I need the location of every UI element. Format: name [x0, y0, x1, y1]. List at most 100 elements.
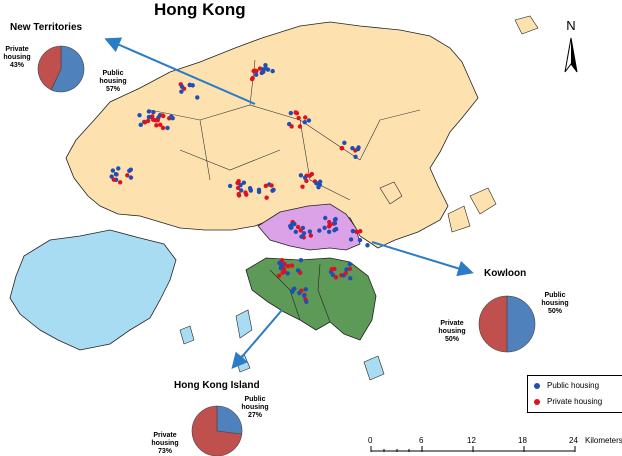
arrow-to-hong-kong-island	[231, 309, 283, 370]
small-island	[363, 355, 385, 381]
hki-private-text: Private housing	[151, 432, 179, 447]
region-label-kowloon: Kowloon	[484, 268, 527, 279]
hong-kong-island-area	[245, 257, 377, 341]
public-housing-dot	[330, 272, 336, 277]
public-housing-dot	[256, 189, 262, 195]
public-housing-dot	[326, 229, 332, 235]
scale-bar	[370, 446, 576, 452]
new-territories-area	[65, 21, 479, 249]
map-legend: Public housing Private housing	[527, 375, 622, 413]
private-housing-dot	[354, 229, 359, 234]
private-housing-dot	[117, 180, 123, 185]
public-housing-dot	[322, 225, 327, 231]
private-housing-dot	[303, 115, 308, 120]
hki-public-text: Public housing	[241, 396, 269, 411]
scale-tick-0: 0	[368, 436, 373, 445]
public-housing-dot	[195, 95, 200, 100]
public-housing-dot	[304, 299, 309, 305]
public-housing-dot	[288, 110, 294, 116]
hki-private-pct: 73%	[157, 448, 172, 455]
scale-tick-6: 6	[419, 436, 424, 445]
nt-public-label: Public housing 57%	[98, 70, 128, 94]
public-housing-dot	[303, 287, 308, 292]
kln-private-label: Private housing 50%	[437, 320, 467, 344]
hki-public-pct: 27%	[247, 412, 262, 419]
legend-private-dot	[534, 398, 540, 405]
public-housing-dot	[179, 89, 184, 94]
private-housing-dot	[327, 222, 333, 228]
public-housing-dot	[353, 154, 358, 159]
hki-public-label: Public housing 27%	[240, 396, 270, 420]
public-housing-dot	[239, 188, 244, 193]
hki-district-boundary	[269, 263, 331, 323]
legend-item-private: Private housing	[534, 397, 602, 406]
pie-slice-public	[506, 295, 536, 353]
public-housing-dot	[165, 125, 170, 131]
public-housing-dot	[298, 173, 304, 178]
public-housing-dot	[344, 267, 349, 272]
private-housing-dot	[160, 125, 166, 131]
public-housing-dot	[241, 180, 247, 185]
private-housing-dot	[298, 228, 303, 233]
public-housing-dot	[290, 288, 295, 293]
map-title: Hong Kong	[154, 0, 246, 19]
ne-island	[469, 187, 497, 215]
kln-public-label: Public housing 50%	[540, 292, 570, 316]
public-housing-dot	[332, 220, 338, 226]
pie-slice-private	[191, 405, 243, 456]
region-label-hong-kong-island: Hong Kong Island	[174, 380, 260, 391]
scale-tick-12: 12	[467, 436, 476, 445]
private-housing-dot	[309, 171, 315, 177]
arrow-to-kowloon	[371, 241, 474, 277]
private-housing-dot	[358, 229, 363, 234]
public-housing-dot	[307, 229, 313, 234]
lamma-island	[235, 309, 253, 339]
public-housing-dot	[116, 166, 121, 171]
private-housing-dot	[347, 266, 353, 272]
public-housing-dot	[260, 67, 266, 72]
public-housing-dot	[295, 268, 301, 273]
private-housing-dot	[289, 263, 295, 268]
region-arrows	[104, 37, 474, 370]
nt-public-text: Public housing	[99, 70, 127, 85]
kln-private-text: Private housing	[438, 320, 466, 335]
public-housing-dot	[285, 271, 290, 276]
district-boundary	[149, 59, 421, 201]
public-housing-dot	[293, 229, 299, 235]
cheung-chau-island	[179, 325, 195, 345]
private-housing-dot	[304, 178, 309, 184]
public-housing-dot	[314, 181, 319, 186]
private-housing-dot	[285, 263, 291, 269]
public-housing-dot	[271, 187, 276, 193]
public-housing-dot	[289, 225, 294, 230]
public-housing-dot	[110, 168, 116, 173]
public-housing-dot	[253, 72, 259, 77]
public-housing-dot	[270, 68, 275, 74]
pie-slice-private	[478, 295, 508, 353]
north-indicator: N	[562, 18, 580, 33]
public-housing-dot	[151, 109, 156, 115]
scale-unit: Kilometers	[585, 436, 622, 445]
ne-island	[514, 15, 539, 35]
private-housing-dot	[243, 190, 248, 195]
private-housing-dot	[155, 118, 160, 123]
public-housing-dot	[342, 140, 347, 146]
private-housing-dot	[158, 122, 163, 128]
public-housing-dot	[169, 114, 174, 119]
private-housing-dot	[332, 266, 337, 272]
public-housing-dot	[350, 145, 355, 151]
nt-public-pct: 57%	[105, 86, 120, 93]
public-housing-dot	[350, 228, 356, 234]
legend-private-label: Private housing	[547, 397, 603, 406]
public-housing-dot	[347, 261, 353, 267]
scale-tick-24: 24	[569, 436, 578, 445]
private-housing-dot	[281, 266, 287, 272]
e-island	[447, 205, 471, 233]
public-housing-dot	[227, 183, 233, 189]
public-housing-dot	[356, 145, 361, 150]
public-housing-dot	[348, 237, 354, 242]
public-housing-dot	[306, 118, 312, 123]
private-housing-dot	[300, 184, 305, 189]
hki-private-label: Private housing 73%	[150, 432, 180, 456]
public-housing-dot	[299, 234, 304, 239]
